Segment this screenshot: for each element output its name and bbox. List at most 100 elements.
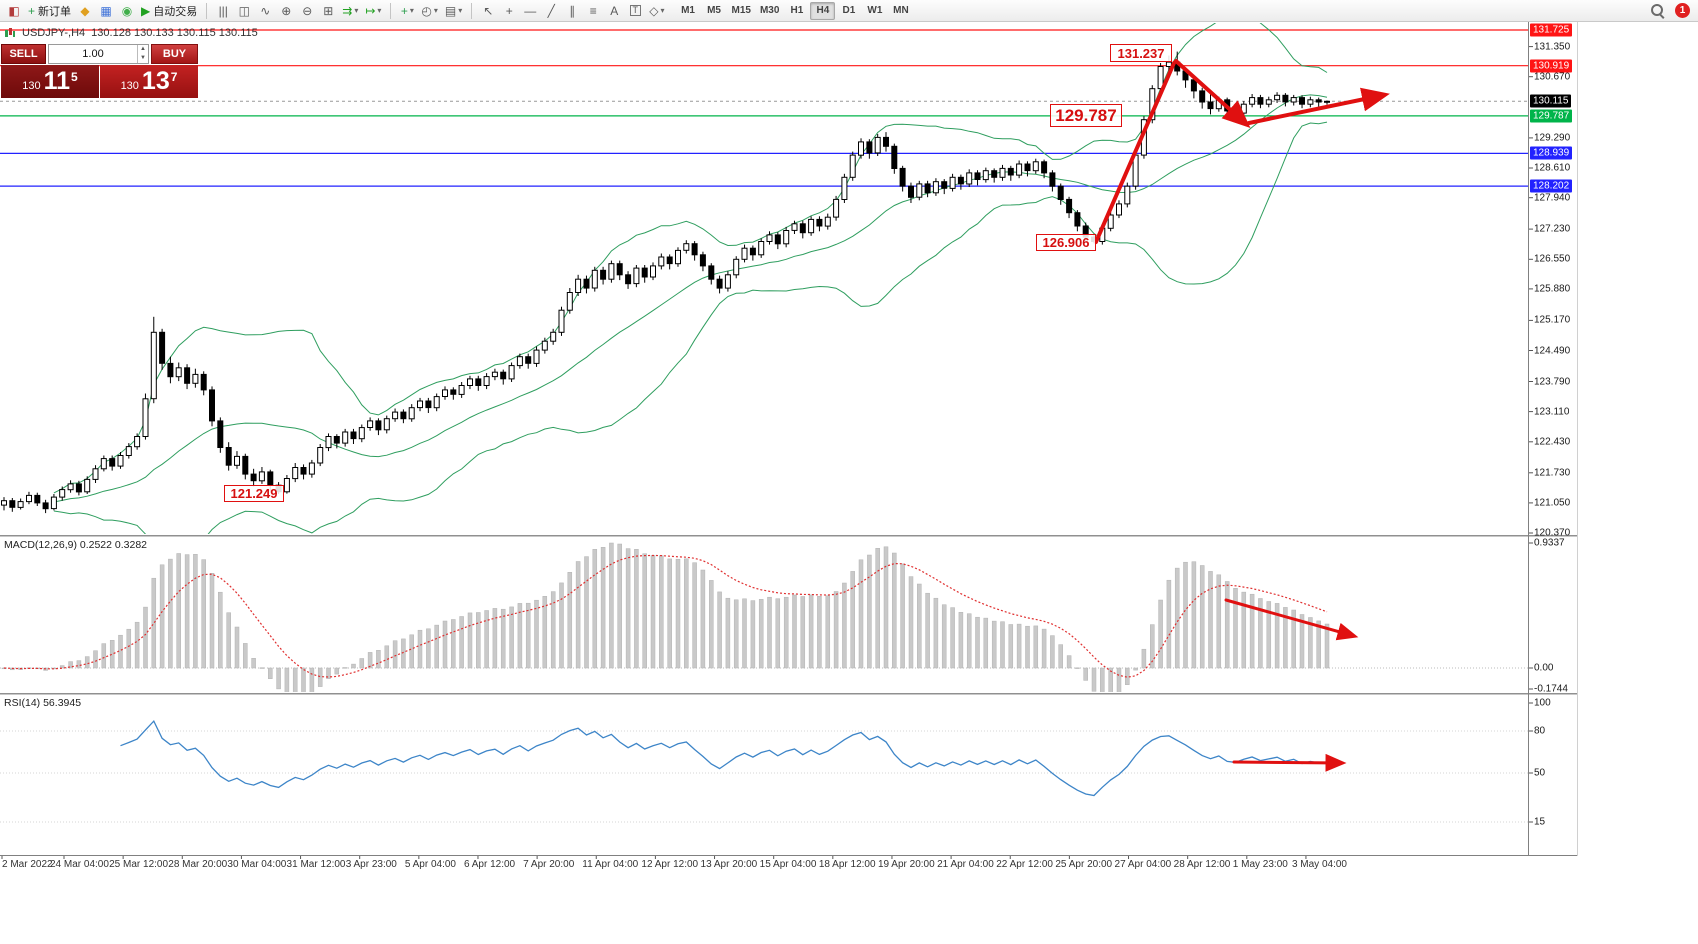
terminal-icon[interactable]: ◧: [4, 1, 24, 21]
time-label: 3 Apr 23:00: [345, 859, 397, 870]
new-chart-button[interactable]: + ▾: [397, 1, 417, 21]
buy-button[interactable]: BUY: [151, 44, 198, 64]
time-label: 13 Apr 20:00: [700, 859, 758, 870]
price-annotation[interactable]: 121.249: [224, 485, 284, 502]
timeframe-h4-button[interactable]: H4: [810, 1, 836, 20]
shapes-icon: ◇: [649, 3, 659, 18]
price-tick: 124.490: [1534, 345, 1571, 356]
metaquotes-icon[interactable]: ◆: [75, 1, 95, 21]
fibonacci-icon[interactable]: ≡: [583, 1, 603, 21]
timeframe-m1-button[interactable]: M1: [681, 5, 695, 16]
price-annotation[interactable]: 131.237: [1110, 44, 1172, 62]
new-chart-icon: +: [400, 3, 408, 18]
time-label: 21 Apr 04:00: [937, 859, 994, 870]
line-chart-icon[interactable]: ∿: [255, 1, 275, 21]
sell-price-pips: 11: [43, 67, 71, 95]
time-label: 2 Mar 2022: [2, 859, 53, 870]
price-axis-border: [1528, 22, 1529, 856]
symbol-name: USDJPY-,H4: [22, 27, 86, 39]
current-price-label[interactable]: 130.115: [1530, 94, 1572, 108]
text-label-icon[interactable]: T: [625, 1, 645, 21]
level-price-label[interactable]: 130.919: [1530, 59, 1573, 73]
price-axis[interactable]: 131.350 130.670 129.290 128.610 127.940 127.2…: [1529, 22, 1577, 856]
level-price-label[interactable]: 128.939: [1530, 146, 1573, 160]
notifications-badge[interactable]: 1: [1675, 3, 1690, 18]
auto-scroll-icon[interactable]: ⇉ ▾: [339, 1, 361, 21]
price-tick: 123.790: [1534, 376, 1571, 388]
market-icon[interactable]: ▦: [96, 1, 116, 21]
timeframe-mn-button[interactable]: MN: [893, 5, 909, 16]
chart-shift-icon[interactable]: ↦ ▾: [362, 1, 384, 21]
timeframe-m5-button[interactable]: M5: [707, 5, 721, 16]
tile-windows-icon[interactable]: ⊞: [318, 1, 338, 21]
trend-arrows: [1094, 59, 1390, 772]
timeframe-group: M1 M5 M15 M30 H1 H4 D1 W1 MN: [676, 1, 914, 20]
price-tick: 125.880: [1534, 283, 1571, 295]
macd-indicator-label: MACD(12,26,9) 0.2522 0.3282: [4, 539, 148, 551]
sell-button[interactable]: SELL: [1, 44, 46, 64]
templates-icon: ▤: [444, 3, 457, 18]
time-label: 18 Apr 12:00: [818, 859, 876, 870]
sell-price-pipette: 5: [71, 69, 78, 84]
zoom-out-icon[interactable]: ⊖: [297, 1, 317, 21]
price-annotation[interactable]: 129.787: [1050, 104, 1122, 127]
time-label: 7 Apr 20:00: [523, 859, 575, 870]
lot-spinner[interactable]: ▲ ▼: [137, 45, 148, 63]
horizontal-line-icon[interactable]: —: [520, 1, 540, 21]
text-icon[interactable]: A: [604, 1, 624, 21]
rsi-panel-splitter[interactable]: [0, 693, 1577, 695]
price-tick: 127.230: [1534, 223, 1571, 235]
bar-chart-icon: |||: [218, 3, 228, 18]
level-price-label[interactable]: 128.202: [1530, 179, 1573, 193]
macd-axis-tick: -0.1744: [1534, 683, 1568, 695]
price-annotation[interactable]: 126.906: [1036, 234, 1096, 251]
new-order-button[interactable]: + 新订单: [25, 1, 74, 21]
spinner-up-icon[interactable]: ▲: [140, 46, 146, 52]
horizontal-level-lines: [0, 29, 1528, 187]
search-icon[interactable]: [1650, 3, 1665, 18]
sell-price-display[interactable]: 130 11 5: [1, 65, 99, 98]
dropdown-caret-icon: ▾: [433, 6, 438, 15]
new-order-icon: +: [28, 3, 36, 18]
shapes-button[interactable]: ◇ ▾: [646, 1, 667, 21]
templates-button[interactable]: ▤ ▾: [442, 1, 465, 21]
timeframe-m30-button[interactable]: M30: [759, 5, 780, 16]
trendline-icon[interactable]: ╱: [541, 1, 561, 21]
timeframe-m15-button[interactable]: M15: [731, 5, 751, 16]
timeframe-h1-button[interactable]: H1: [790, 5, 804, 16]
zoom-in-icon[interactable]: ⊕: [276, 1, 296, 21]
macd-histogram: [0, 542, 1528, 692]
macd-panel-splitter[interactable]: [0, 535, 1577, 537]
time-label: 27 Apr 04:00: [1114, 859, 1172, 870]
periodicity-icon: ◴: [421, 3, 432, 18]
autotrade-button[interactable]: ▶ 自动交易: [138, 1, 200, 21]
price-tick: 128.610: [1534, 162, 1571, 174]
zoom-out-icon: ⊖: [302, 3, 313, 18]
time-label: 1 May 23:00: [1232, 859, 1288, 870]
buy-price-pips: 13: [141, 67, 170, 95]
horizontal-line-icon: —: [524, 3, 537, 18]
cursor-icon[interactable]: ↖: [478, 1, 498, 21]
time-label: 24 Mar 04:00: [50, 859, 109, 870]
spinner-down-icon[interactable]: ▼: [140, 55, 146, 61]
bar-chart-icon[interactable]: |||: [213, 1, 233, 21]
timeframe-d1-button[interactable]: D1: [842, 5, 856, 16]
time-label: 5 Apr 04:00: [404, 859, 456, 870]
channel-icon[interactable]: ∥: [562, 1, 582, 21]
rsi-indicator-label: RSI(14) 56.3945: [4, 697, 82, 709]
periodicity-button[interactable]: ◴ ▾: [418, 1, 441, 21]
crosshair-icon[interactable]: +: [499, 1, 519, 21]
candlestick-chart-icon[interactable]: ◫: [234, 1, 254, 21]
time-label: 25 Apr 20:00: [1055, 859, 1113, 870]
trade-prices-row: 130 11 5 130 13 7: [1, 65, 198, 98]
lot-value[interactable]: 1.00: [82, 48, 104, 60]
buy-price-display[interactable]: 130 13 7: [100, 65, 198, 98]
level-price-label[interactable]: 131.725: [1530, 23, 1573, 37]
lot-size-input[interactable]: 1.00 ▲ ▼: [48, 44, 149, 64]
level-price-label[interactable]: 129.787: [1530, 109, 1573, 123]
sell-price-figure: 130: [22, 79, 41, 92]
rsi-axis-tick: 15: [1534, 816, 1546, 828]
timeframe-w1-button[interactable]: W1: [867, 5, 883, 16]
community-icon[interactable]: ◉: [117, 1, 137, 21]
